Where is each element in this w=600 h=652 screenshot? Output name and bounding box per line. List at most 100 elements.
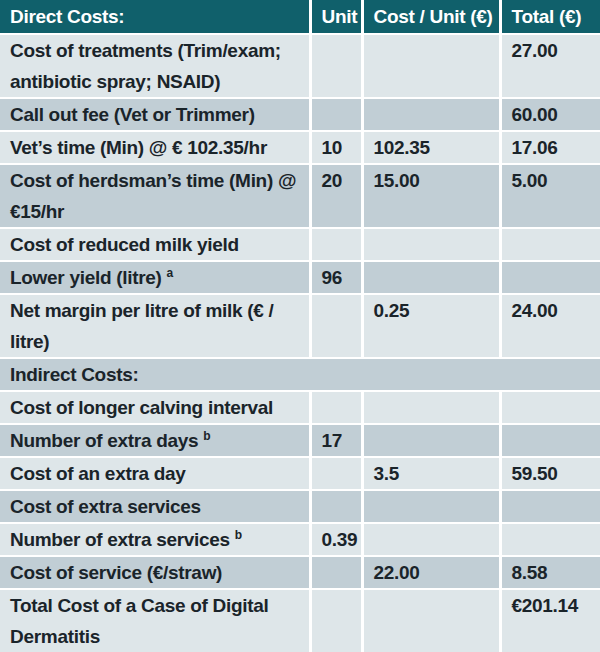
row-label-cell-text: Lower yield (litre) (10, 267, 162, 288)
total-cell: 24.00 (500, 294, 600, 358)
section-header-cell-text: Indirect Costs: (10, 364, 139, 385)
cost-per-unit-cell (362, 523, 500, 556)
table-row: Total Cost of a Case of Digital Dermatit… (0, 589, 600, 652)
footnote-marker: b (203, 429, 210, 443)
total-cell: 60.00 (500, 98, 600, 131)
unit-cell (310, 457, 362, 490)
cost-per-unit-cell: 3.5 (362, 457, 500, 490)
cost-per-unit-cell-text: 0.25 (374, 300, 410, 321)
table-row: Number of extra services b 0.39 (0, 523, 600, 556)
cost-per-unit-cell (362, 424, 500, 457)
header-cell-total: Total (€) (500, 0, 600, 34)
total-cell: 8.58 (500, 556, 600, 589)
total-cell: 17.06 (500, 131, 600, 164)
section-header-row: Indirect Costs: (0, 358, 600, 391)
unit-cell (310, 294, 362, 358)
total-cell: €201.14 (500, 589, 600, 652)
cost-per-unit-cell: 102.35 (362, 131, 500, 164)
row-label-cell: Number of extra services b (0, 523, 310, 556)
cost-per-unit-cell (362, 391, 500, 424)
row-label-cell: Net margin per litre of milk (€ / litre) (0, 294, 310, 358)
total-cell (500, 261, 600, 294)
row-label-cell-text: Cost of reduced milk yield (10, 234, 239, 255)
total-cell-text: 8.58 (512, 562, 548, 583)
row-label-cell: Cost of reduced milk yield (0, 228, 310, 261)
table-body: Cost of treatments (Trim/exam; antibioti… (0, 34, 600, 652)
unit-cell (310, 98, 362, 131)
table-row: Cost of an extra day 3.5 59.50 (0, 457, 600, 490)
cost-per-unit-cell: 22.00 (362, 556, 500, 589)
row-label-cell: Cost of longer calving interval (0, 391, 310, 424)
total-cell (500, 228, 600, 261)
table-row: Lower yield (litre) a 96 (0, 261, 600, 294)
table-row: Cost of treatments (Trim/exam; antibioti… (0, 34, 600, 98)
row-label-cell: Cost of an extra day (0, 457, 310, 490)
unit-cell (310, 34, 362, 98)
cost-table: Direct Costs: Unit Cost / Unit (€) Total… (0, 0, 600, 652)
unit-cell (310, 556, 362, 589)
header-row: Direct Costs: Unit Cost / Unit (€) Total… (0, 0, 600, 34)
total-cell-text: 5.00 (512, 170, 548, 191)
row-label-cell-text: Cost of herdsman’s time (Min) @ €15/hr (10, 170, 296, 222)
cost-per-unit-cell (362, 98, 500, 131)
unit-cell: 0.39 (310, 523, 362, 556)
header-cell-cost-per-unit: Cost / Unit (€) (362, 0, 500, 34)
unit-cell-text: 20 (322, 170, 343, 191)
table-row: Cost of extra services (0, 490, 600, 523)
row-label-cell-text: Call out fee (Vet or Trimmer) (10, 104, 255, 125)
footnote-marker: b (235, 528, 242, 542)
cost-per-unit-cell-text: 15.00 (374, 170, 420, 191)
total-cell-text: 60.00 (512, 104, 558, 125)
table-row: Call out fee (Vet or Trimmer) 60.00 (0, 98, 600, 131)
cost-per-unit-cell-text: 102.35 (374, 137, 430, 158)
row-label-cell: Cost of treatments (Trim/exam; antibioti… (0, 34, 310, 98)
cost-per-unit-cell-text: 3.5 (374, 463, 400, 484)
footnote-marker: a (167, 266, 174, 280)
table-row: Cost of longer calving interval (0, 391, 600, 424)
unit-cell: 96 (310, 261, 362, 294)
unit-cell (310, 228, 362, 261)
unit-cell-text: 10 (322, 137, 343, 158)
row-label-cell-text: Cost of longer calving interval (10, 397, 273, 418)
unit-cell-text: 0.39 (322, 529, 358, 550)
total-cell: 5.00 (500, 164, 600, 228)
total-cell-text: 27.00 (512, 40, 558, 61)
section-header-cell: Indirect Costs: (0, 358, 600, 391)
row-label-cell: Call out fee (Vet or Trimmer) (0, 98, 310, 131)
table-row: Cost of service (€/straw) 22.00 8.58 (0, 556, 600, 589)
row-label-cell-text: Vet’s time (Min) @ € 102.35/hr (10, 137, 267, 158)
cost-per-unit-cell (362, 228, 500, 261)
row-label-cell: Number of extra days b (0, 424, 310, 457)
row-label-cell: Cost of service (€/straw) (0, 556, 310, 589)
total-cell (500, 490, 600, 523)
row-label-cell: Lower yield (litre) a (0, 261, 310, 294)
cost-per-unit-cell (362, 589, 500, 652)
total-cell-text: 17.06 (512, 137, 558, 158)
row-label-cell: Cost of extra services (0, 490, 310, 523)
unit-cell (310, 589, 362, 652)
total-cell (500, 523, 600, 556)
header-cell-direct-costs: Direct Costs: (0, 0, 310, 34)
row-label-cell: Total Cost of a Case of Digital Dermatit… (0, 589, 310, 652)
digital-dermatitis-cost-table: Direct Costs: Unit Cost / Unit (€) Total… (0, 0, 600, 652)
row-label-cell-text: Cost of extra services (10, 496, 201, 517)
unit-cell: 17 (310, 424, 362, 457)
total-cell-text: €201.14 (512, 595, 579, 616)
row-label-cell-text: Net margin per litre of milk (€ / litre) (10, 300, 274, 352)
table-row: Vet’s time (Min) @ € 102.35/hr 10 102.35 17… (0, 131, 600, 164)
row-label-cell: Vet’s time (Min) @ € 102.35/hr (0, 131, 310, 164)
row-label-cell-text: Cost of treatments (Trim/exam; antibioti… (10, 40, 281, 92)
total-cell: 59.50 (500, 457, 600, 490)
total-cell (500, 391, 600, 424)
unit-cell: 10 (310, 131, 362, 164)
cost-per-unit-cell (362, 490, 500, 523)
cost-per-unit-cell (362, 34, 500, 98)
table-row: Cost of herdsman’s time (Min) @ €15/hr 20… (0, 164, 600, 228)
table-row: Net margin per litre of milk (€ / litre)… (0, 294, 600, 358)
unit-cell (310, 391, 362, 424)
total-cell: 27.00 (500, 34, 600, 98)
unit-cell: 20 (310, 164, 362, 228)
unit-cell-text: 96 (322, 267, 343, 288)
header-cell-unit: Unit (310, 0, 362, 34)
table-row: Number of extra days b17 (0, 424, 600, 457)
